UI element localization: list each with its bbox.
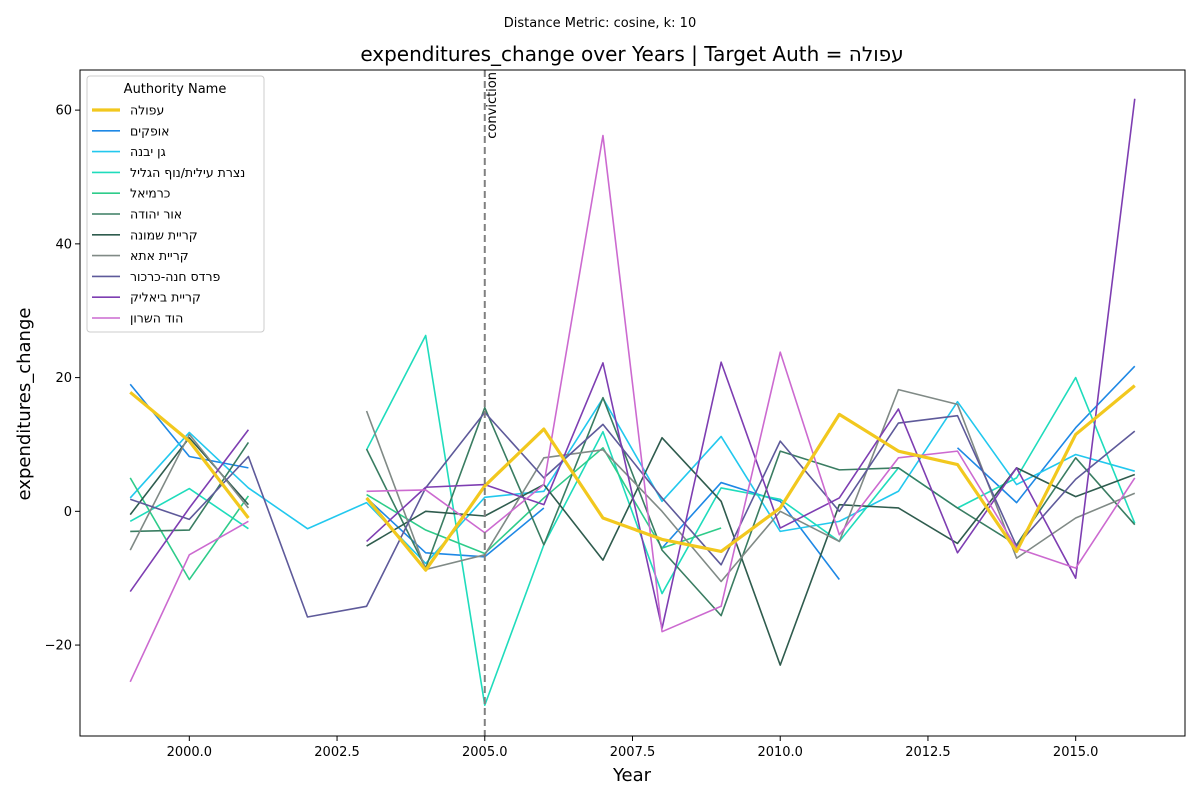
series-0 — [129, 365, 1136, 581]
x-tick-label: 2005.0 — [462, 745, 508, 760]
series-line — [129, 383, 249, 469]
series-line — [130, 442, 250, 533]
legend-label: עפולה — [130, 103, 164, 118]
y-tick-label: 20 — [55, 371, 72, 386]
series-2 — [129, 334, 1136, 707]
legend-label: כרמיאל — [130, 186, 170, 201]
x-tick-label: 2007.5 — [610, 745, 656, 760]
legend-item: הוד השרון — [92, 311, 183, 326]
legend-label: נצרת עילית/נוף הגליל — [130, 165, 245, 180]
series-4 — [130, 396, 1136, 617]
chart-title: expenditures_change over Years | Target … — [360, 42, 903, 66]
series-9 — [129, 134, 1136, 683]
legend-item: עפולה — [92, 103, 164, 118]
legend-label: הוד השרון — [130, 311, 183, 326]
legend-label: אור יהודה — [130, 207, 182, 222]
y-tick-label: 0 — [64, 505, 72, 520]
series-line — [661, 481, 840, 581]
legend-item: קריית ביאליק — [92, 290, 201, 305]
series-10 — [129, 384, 1136, 572]
series-line — [365, 334, 1136, 707]
legend: Authority Name עפולה אופקים גן יבנה נצרת עי… — [86, 75, 265, 333]
x-tick-label: 2015.0 — [1053, 745, 1099, 760]
legend-item: אופקים — [92, 123, 170, 138]
y-tick-label: 40 — [55, 237, 72, 252]
series-line — [129, 411, 1136, 618]
legend-label: אופקים — [130, 123, 170, 138]
legend-items: עפולה אופקים גן יבנה נצרת עילית/נוף הגליל כר… — [92, 103, 245, 326]
legend-item: גן יבנה — [92, 144, 166, 159]
x-tick-label: 2002.5 — [314, 745, 360, 760]
x-tick-label: 2000.0 — [167, 745, 213, 760]
y-axis-label: expenditures_change — [14, 308, 35, 501]
series-line — [956, 365, 1136, 504]
legend-label: פרדס חנה-כרכור — [130, 269, 221, 284]
y-axis-ticks: −20 0 20 40 60 — [45, 104, 80, 654]
series-8 — [129, 98, 1136, 630]
y-tick-label: −20 — [45, 639, 72, 654]
legend-item: נצרת עילית/נוף הגליל — [92, 165, 245, 180]
legend-item: קריית אתא — [92, 248, 189, 263]
legend-label: גן יבנה — [130, 144, 166, 159]
legend-label: קריית אתא — [130, 248, 189, 263]
x-tick-label: 2010.0 — [757, 745, 803, 760]
legend-item: פרדס חנה-כרכור — [92, 269, 221, 284]
legend-label: קריית שמונה — [130, 227, 198, 242]
chart-suptitle: Distance Metric: cosine, k: 10 — [504, 16, 696, 31]
vline-layer: conviction — [483, 70, 500, 736]
series-line — [129, 391, 250, 519]
legend-box — [86, 75, 265, 333]
y-tick-label: 60 — [55, 104, 72, 119]
series-line — [365, 384, 1136, 572]
x-axis-label: Year — [612, 765, 652, 786]
legend-item: כרמיאל — [92, 186, 170, 201]
series-line — [366, 436, 1136, 666]
series-line — [366, 497, 545, 558]
series-line — [129, 429, 250, 593]
legend-item: קריית שמונה — [92, 227, 198, 242]
series-line — [129, 520, 249, 683]
series-6 — [129, 388, 1136, 583]
legend-item: אור יהודה — [92, 207, 182, 222]
series-line — [366, 134, 1136, 633]
series-1 — [129, 397, 1135, 565]
series-line — [129, 397, 1135, 565]
legend-title: Authority Name — [124, 82, 227, 97]
series-line — [129, 433, 250, 551]
plot-area: conviction — [79, 69, 1186, 737]
conviction-label: conviction — [485, 72, 500, 139]
x-tick-label: 2012.5 — [905, 745, 951, 760]
series-7 — [129, 411, 1136, 618]
legend-label: קריית ביאליק — [130, 290, 201, 305]
series-line — [366, 98, 1136, 630]
series-layer — [129, 98, 1136, 707]
x-axis-ticks: 2000.0 2002.5 2005.0 2007.5 2010.0 2012.5 2015… — [167, 736, 1099, 760]
